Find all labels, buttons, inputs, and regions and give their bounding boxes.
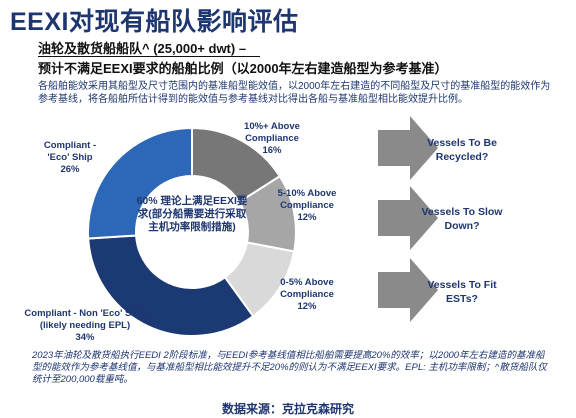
subtitle-line-1: 油轮及散货船船队^ (25,000+ dwt) – bbox=[38, 41, 247, 56]
label-eco-line1: Compliant - bbox=[43, 140, 97, 151]
arrow-label-slow-down: Vessels To Slow Down? bbox=[402, 205, 522, 233]
arrow-label-slow-down-line2: Down? bbox=[444, 220, 480, 232]
subtitle-underline bbox=[38, 56, 260, 57]
label-5-10-above-line2: Compliance bbox=[280, 200, 334, 211]
method-description: 各船舶能效采用其船型及尺寸范围内的基准船型能效值，以2000年左右建造的不同船型… bbox=[38, 81, 551, 105]
label-5-10-above-value: 12% bbox=[297, 212, 317, 223]
arrow-label-ests-line1: Vessels To Fit bbox=[427, 279, 497, 291]
arrow-label-recycled-line2: Recycled? bbox=[435, 151, 489, 163]
page-title: EEXI对现有船队影响评估 bbox=[10, 8, 299, 36]
data-source: 数据来源：克拉克森研究 bbox=[221, 402, 354, 416]
arrow-label-ests-line2: ESTs? bbox=[446, 293, 478, 305]
label-non-eco-value: 34% bbox=[75, 332, 95, 343]
footnote: 2023年油轮及散货船执行EEDI 2阶段标准，与EEDI参考基线值相比船舶需要… bbox=[32, 350, 547, 385]
slice-eco bbox=[87, 126, 193, 240]
slice-non-eco bbox=[87, 234, 255, 337]
label-non-eco-line1: Compliant - Non 'Eco' Ship bbox=[24, 308, 146, 319]
label-0-5-above: 0-5% Above Compliance 12% bbox=[262, 277, 352, 313]
label-non-eco-line2: (likely needing EPL) bbox=[39, 320, 131, 331]
arrow-slow-down bbox=[378, 186, 438, 250]
label-10-above-line1: 10%+ Above bbox=[244, 121, 300, 132]
label-5-10-above-line1: 5-10% Above bbox=[277, 188, 337, 199]
label-eco-line2: 'Eco' Ship bbox=[47, 152, 93, 163]
arrow-label-ests: Vessels To Fit ESTs? bbox=[402, 278, 522, 306]
label-0-5-above-line1: 0-5% Above bbox=[280, 277, 334, 288]
label-10-above-value: 16% bbox=[262, 145, 282, 156]
label-0-5-above-line2: Compliance bbox=[280, 289, 334, 300]
label-0-5-above-value: 12% bbox=[297, 301, 317, 312]
label-5-10-above: 5-10% Above Compliance 12% bbox=[262, 188, 352, 224]
label-10-above-line2: Compliance bbox=[245, 133, 299, 144]
subtitle-line-2: 预计不满足EEXI要求的船舶比例（以2000年左右建造船型为参考基准） bbox=[38, 61, 448, 76]
arrow-label-recycled: Vessels To Be Recycled? bbox=[402, 136, 522, 164]
arrow-label-recycled-line1: Vessels To Be bbox=[427, 137, 497, 149]
arrow-label-slow-down-line1: Vessels To Slow bbox=[421, 206, 503, 218]
arrow-recycled bbox=[378, 116, 438, 180]
center-note: 60% 理论上满足EEXI要求(部分船需要进行采取主机功率限制措施) bbox=[136, 195, 248, 233]
label-eco-value: 26% bbox=[60, 164, 80, 175]
label-non-eco: Compliant - Non 'Eco' Ship (likely needi… bbox=[0, 308, 170, 344]
label-10-above: 10%+ Above Compliance 16% bbox=[227, 121, 317, 157]
label-eco: Compliant - 'Eco' Ship 26% bbox=[20, 140, 120, 176]
arrow-ests bbox=[378, 258, 438, 322]
